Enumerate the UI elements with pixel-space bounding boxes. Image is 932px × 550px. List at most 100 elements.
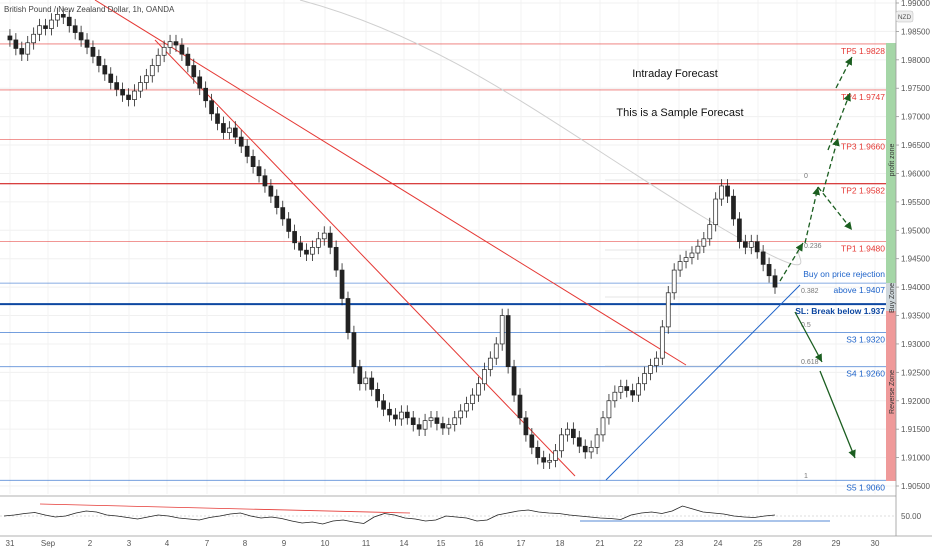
candle-body: [49, 19, 54, 29]
candle-body: [464, 403, 469, 412]
x-tick-label: 18: [556, 539, 565, 548]
candle-body: [155, 54, 161, 66]
candle-body: [742, 241, 748, 248]
candle-body: [648, 365, 653, 374]
candle-body: [90, 46, 96, 57]
uptrend-line: [605, 284, 801, 481]
x-tick-label: 30: [871, 539, 880, 548]
rsi-level-label: 50.00: [901, 512, 922, 521]
fib-label: 0: [804, 173, 808, 180]
x-tick-label: 10: [321, 539, 330, 548]
y-tick-label: 1.96000: [901, 169, 930, 178]
x-tick-label: 17: [517, 539, 526, 548]
candle-body: [511, 366, 517, 396]
y-tick-label: 1.90500: [901, 482, 930, 491]
level-label: SL: Break below 1.937: [795, 306, 885, 316]
candle-body: [126, 94, 131, 100]
candle-body: [677, 261, 683, 271]
candle-body: [410, 417, 416, 425]
y-tick-label: 1.95000: [901, 226, 930, 235]
candle-body: [244, 145, 250, 157]
profit-zone-bar: [886, 43, 896, 283]
candle-body: [493, 343, 499, 359]
x-tick-label: 15: [437, 539, 446, 548]
rsi-trendline: [39, 503, 411, 514]
candle-body: [636, 383, 641, 396]
candle-body: [351, 332, 357, 368]
x-tick-label: 11: [362, 539, 371, 548]
candle-body: [600, 417, 606, 436]
candle-body: [310, 246, 315, 255]
level-label: TP5 1.9828: [841, 46, 885, 56]
candle-body: [487, 357, 493, 370]
forecast-arrow: [804, 186, 821, 244]
y-tick-label: 1.91000: [901, 454, 930, 463]
y-tick-label: 1.93500: [901, 312, 930, 321]
level-label: TP1 1.9480: [841, 244, 885, 254]
candle-body: [446, 424, 452, 429]
candle-body: [327, 232, 333, 248]
candle-body: [582, 445, 588, 453]
moving-average: [299, 0, 802, 266]
forecast-subtitle: This is a Sample Forecast: [616, 107, 743, 119]
y-tick-label: 1.98500: [901, 27, 930, 36]
candle-body: [737, 218, 742, 243]
candle-body: [529, 434, 535, 448]
candle-body: [482, 369, 487, 385]
candle-body: [84, 39, 90, 48]
x-tick-label: 24: [714, 539, 723, 548]
fib-label: 0.236: [804, 243, 822, 250]
candle-body: [143, 75, 149, 83]
y-tick-label: 1.95500: [901, 198, 930, 207]
x-tick-label: 25: [754, 539, 763, 548]
candle-body: [565, 428, 570, 436]
candle-body: [197, 76, 203, 89]
x-tick-label: 2: [88, 539, 93, 548]
candle-body: [404, 411, 410, 419]
candle-body: [695, 245, 701, 254]
candle-body: [185, 53, 191, 66]
candle-body: [149, 65, 155, 77]
candle-body: [215, 113, 220, 124]
forecast-arrows: [779, 56, 856, 459]
candle-body: [654, 357, 659, 366]
candle-body: [209, 100, 214, 115]
candle-body: [559, 434, 564, 452]
candle-body: [665, 292, 671, 328]
candle-body: [256, 166, 262, 177]
forecast-arrow: [817, 186, 853, 231]
x-axis: 31 Sep 2 3 4 7 8 9 10 11 14 15 16 17 18 21 22 23 24 25 28 29 3…: [0, 535, 932, 548]
candle-body: [102, 65, 108, 75]
y-tick-label: 1.93000: [901, 340, 930, 349]
candle-body: [55, 14, 60, 21]
candle-body: [553, 450, 558, 461]
y-tick-label: 1.94500: [901, 255, 930, 264]
grid: [0, 0, 896, 494]
candle-body: [232, 127, 238, 138]
fib-label: 0.5: [801, 322, 811, 329]
y-tick-label: 1.97000: [901, 113, 930, 122]
forecast-title: Intraday Forecast: [632, 68, 718, 80]
x-tick-label: 28: [793, 539, 802, 548]
candle-body: [476, 383, 481, 396]
candle-body: [606, 400, 612, 419]
candle-body: [250, 156, 256, 168]
x-tick-label: Sep: [41, 539, 56, 548]
y-tick-label: 1.99000: [901, 0, 930, 8]
candle-body: [659, 326, 665, 359]
forecast-arrow: [819, 370, 856, 459]
candle-body: [72, 25, 78, 33]
candle-body: [31, 33, 37, 44]
candle-body: [37, 25, 42, 35]
candle-body: [440, 423, 446, 429]
candle-body: [523, 417, 529, 436]
candle-body: [387, 408, 392, 416]
y-tick-label: 1.96500: [901, 141, 930, 150]
forecast-arrow: [822, 137, 840, 193]
candle-body: [719, 185, 724, 200]
candle-body: [760, 251, 766, 265]
fib-label: 0.382: [801, 288, 819, 295]
candle-body: [268, 185, 274, 197]
x-tick-label: 14: [400, 539, 409, 548]
